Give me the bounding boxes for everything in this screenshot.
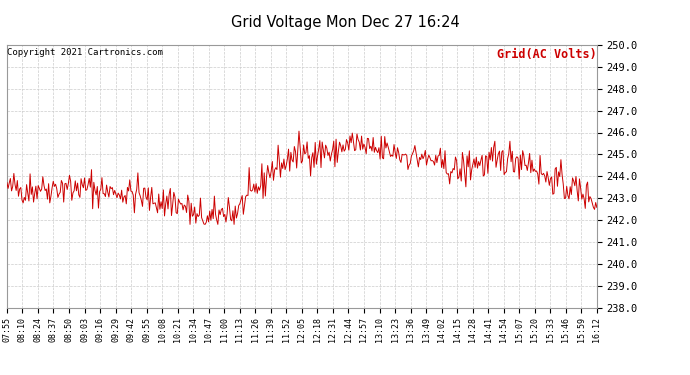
Text: Grid(AC Volts): Grid(AC Volts) xyxy=(497,48,596,61)
Text: Copyright 2021 Cartronics.com: Copyright 2021 Cartronics.com xyxy=(8,48,164,57)
Text: Grid Voltage Mon Dec 27 16:24: Grid Voltage Mon Dec 27 16:24 xyxy=(230,15,460,30)
